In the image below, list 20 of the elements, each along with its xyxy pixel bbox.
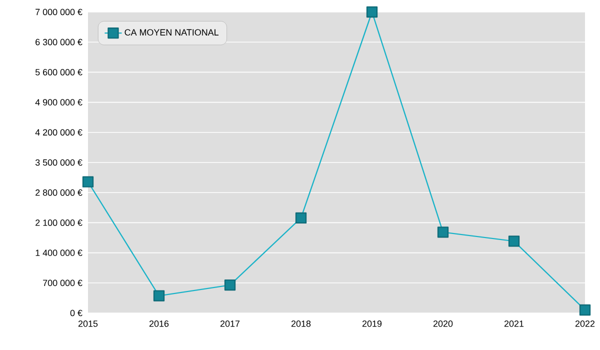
legend-label: CA MOYEN NATIONAL: [124, 29, 219, 36]
y-tick-label: 0 €: [70, 310, 82, 316]
y-tick-label: 700 000 €: [43, 280, 82, 286]
x-tick-label: 2017: [220, 320, 240, 327]
y-tick-label: 1 400 000 €: [36, 250, 82, 256]
x-tick-label: 2021: [504, 320, 524, 327]
x-tick-label: 2018: [291, 320, 311, 327]
y-tick-label: 6 300 000 €: [36, 38, 82, 46]
x-tick-label: 2022: [575, 320, 595, 327]
y-tick-label: 4 900 000 €: [35, 99, 82, 106]
y-tick-label: 5 600 000 €: [35, 69, 82, 76]
y-tick-label: 2 800 000 €: [36, 189, 82, 196]
x-tick-label: 2020: [433, 320, 453, 327]
y-tick-label: 7 000 000 €: [36, 8, 82, 16]
y-tick-label: 3 500 000 €: [35, 159, 82, 166]
x-tick-label: 2016: [149, 320, 169, 327]
y-tick-label: 2 100 000 €: [36, 220, 82, 226]
x-tick-label: 2019: [362, 320, 382, 327]
y-tick-label: 4 200 000 €: [35, 129, 82, 136]
x-tick-label: 2015: [78, 320, 98, 327]
